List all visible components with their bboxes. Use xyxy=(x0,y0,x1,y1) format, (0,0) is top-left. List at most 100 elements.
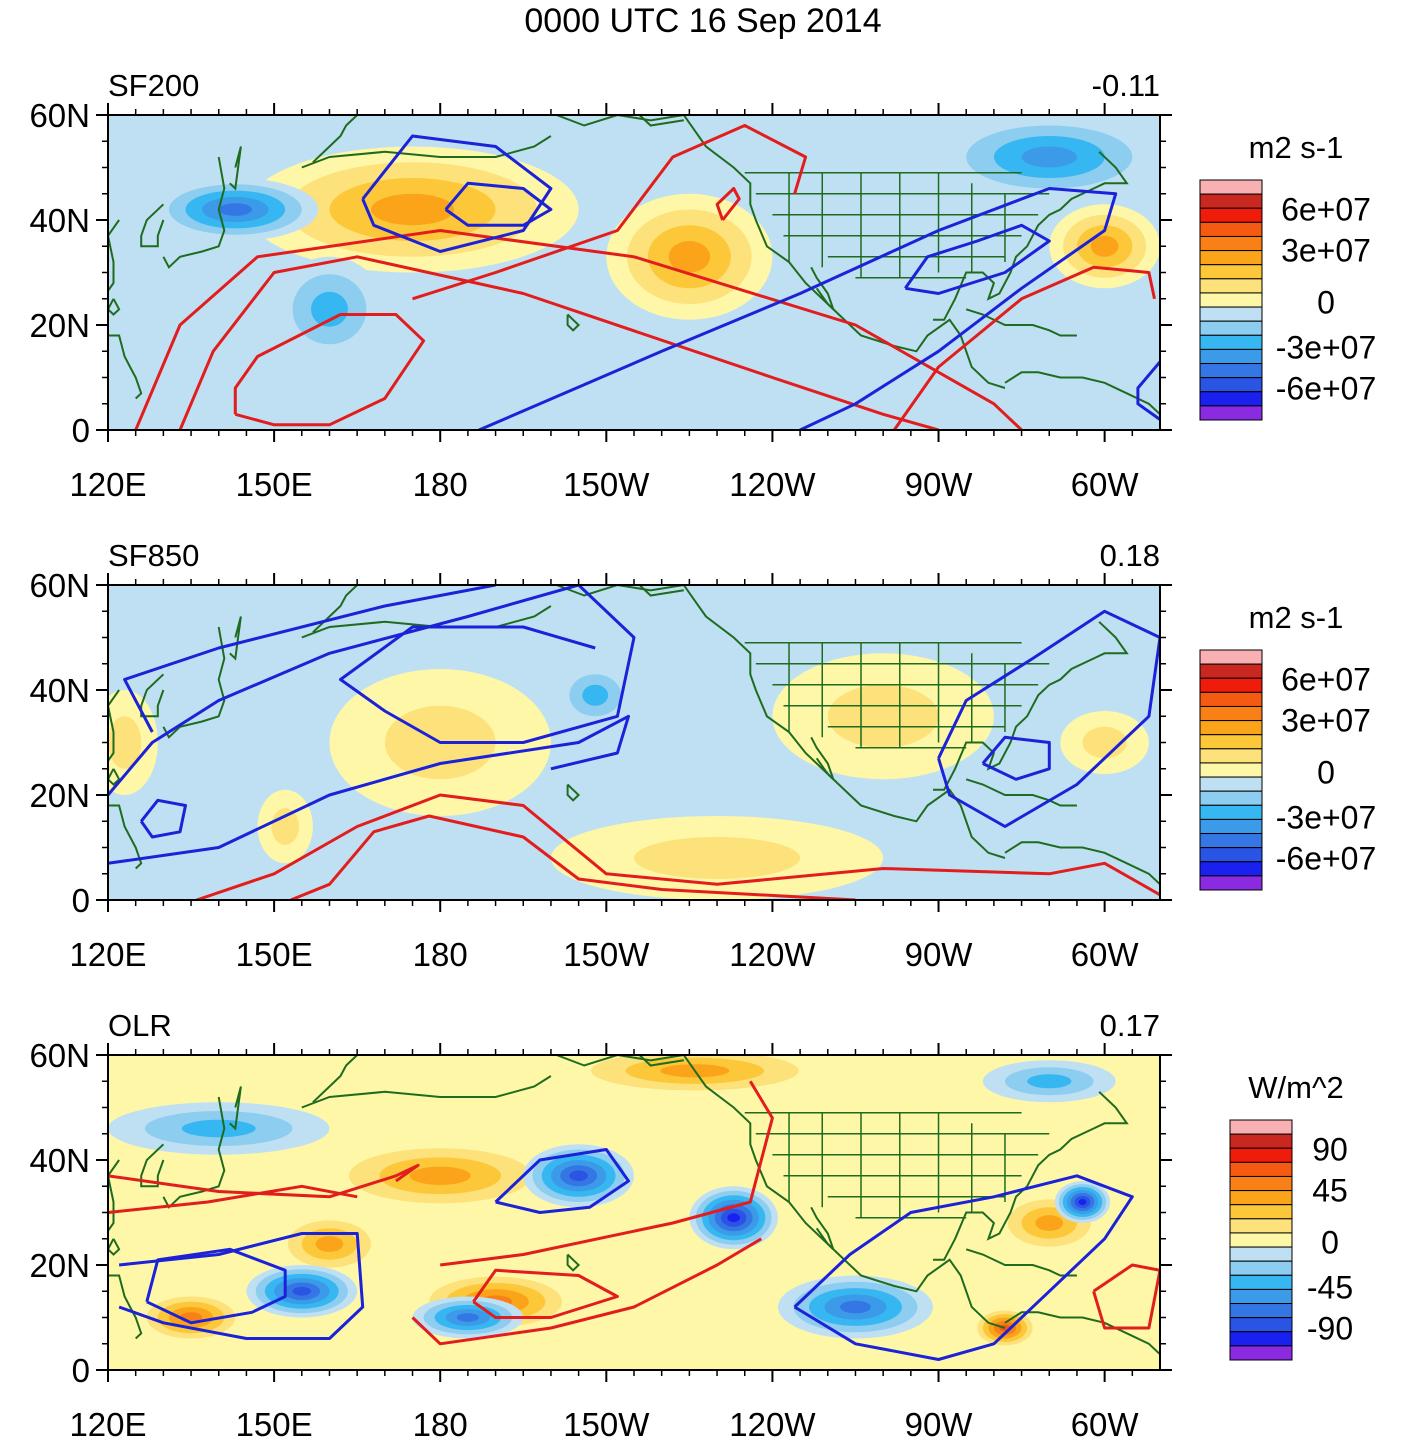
blue-contour xyxy=(904,223,1051,295)
colorbar-swatch xyxy=(1199,193,1263,209)
colorbar-swatch xyxy=(1229,1303,1293,1319)
plot-area xyxy=(108,585,1160,900)
blue-contour xyxy=(981,735,1051,781)
anomaly-blob xyxy=(315,1236,344,1252)
blue-contour xyxy=(139,798,187,839)
y-tick-label: 40N xyxy=(29,672,90,709)
colorbar-swatch xyxy=(1199,748,1263,764)
olr-chart: 120E 150E 180 150W 120W 90W 60W 60N 40N 20N 0 90 45 0… xyxy=(29,1037,1353,1440)
red-contour xyxy=(715,187,741,221)
x-tick-label: 150E xyxy=(236,1406,313,1440)
colorbar-tick-label: -3e+07 xyxy=(1276,800,1377,836)
olr-label: OLR xyxy=(108,1008,172,1043)
colorbar-swatch xyxy=(1199,677,1263,693)
x-tick-label: 60W xyxy=(1071,936,1140,970)
anomaly-blob xyxy=(371,193,455,226)
colorbar-swatch xyxy=(1199,334,1263,350)
colorbar-swatch xyxy=(1199,363,1263,379)
anomaly-blob xyxy=(1035,1215,1064,1231)
coastline xyxy=(810,266,835,311)
plot-area xyxy=(108,115,1160,430)
anomaly-blob xyxy=(668,241,711,273)
colorbar-swatch xyxy=(1199,391,1263,407)
red-contour xyxy=(1092,1263,1160,1330)
sf200-label: SF200 xyxy=(108,68,200,103)
red-contour xyxy=(108,1163,420,1199)
coastline xyxy=(965,1248,1077,1277)
colorbar-tick-label: 90 xyxy=(1312,1131,1348,1167)
y-tick-label: 40N xyxy=(29,202,90,239)
colorbar-swatch xyxy=(1199,776,1263,792)
x-tick-label: 120E xyxy=(69,466,146,500)
colorbar-swatch xyxy=(1229,1133,1293,1149)
blue-contour xyxy=(793,1174,1134,1361)
x-tick-label: 120W xyxy=(729,936,816,970)
anomaly-blob xyxy=(569,1170,588,1181)
blue-contour xyxy=(444,181,553,227)
anomaly-blob xyxy=(727,1213,740,1223)
colorbar-swatch xyxy=(1229,1119,1293,1135)
anomaly-blob xyxy=(839,1300,871,1314)
colorbar-swatch xyxy=(1229,1260,1293,1276)
coastline xyxy=(108,1274,143,1340)
blue-contour xyxy=(123,585,496,733)
blue-contour xyxy=(361,134,553,253)
colorbar-swatch xyxy=(1199,377,1263,393)
coastline xyxy=(140,203,165,248)
colorbar-swatch xyxy=(1229,1274,1293,1290)
x-tick-label: 150W xyxy=(563,466,650,500)
blue-contour xyxy=(494,1148,630,1214)
colorbar-swatch xyxy=(1199,179,1263,195)
colorbar-swatch xyxy=(1199,649,1263,665)
colorbar-swatch xyxy=(1199,292,1263,308)
blue-contour xyxy=(145,1247,287,1325)
sf850-label: SF850 xyxy=(108,538,200,573)
x-tick-label: 90W xyxy=(905,466,974,500)
x-tick-label: 120E xyxy=(69,936,146,970)
colorbar-tick-label: -45 xyxy=(1307,1270,1353,1306)
blue-contour xyxy=(1136,360,1160,421)
colorbar-swatch xyxy=(1199,762,1263,778)
colorbar-swatch xyxy=(1199,264,1263,280)
y-tick-label: 60N xyxy=(29,1037,90,1074)
panel-sf200: 120E 150E 180 150W 120W 90W 60W 60N 40N 20N 0 6e+07… xyxy=(0,0,1406,500)
colorbar-swatch xyxy=(1199,320,1263,336)
coastline xyxy=(162,156,226,269)
anomaly-blob xyxy=(271,808,300,845)
coastline xyxy=(810,1206,835,1251)
coastline xyxy=(229,1086,242,1131)
y-tick-label: 40N xyxy=(29,1142,90,1179)
colorbar-tick-label: -6e+07 xyxy=(1276,841,1377,877)
blue-contour xyxy=(937,609,1160,828)
x-tick-label: 180 xyxy=(413,936,468,970)
red-contour xyxy=(440,1080,774,1267)
olr-units: W/m^2 xyxy=(1248,1070,1344,1105)
coastline xyxy=(108,219,120,293)
anomaly-blob xyxy=(108,716,142,769)
coastline xyxy=(229,616,242,661)
colorbar-swatch xyxy=(1199,861,1263,877)
colorbar-swatch xyxy=(1229,1288,1293,1305)
y-tick-label: 20N xyxy=(29,307,90,344)
colorbar-swatch xyxy=(1229,1246,1293,1262)
colorbar-swatch xyxy=(1199,235,1263,252)
colorbar: 6e+07 3e+07 0 -3e+07 -6e+07 xyxy=(1199,179,1376,421)
coastline xyxy=(1004,841,1160,886)
x-tick-label: 150E xyxy=(236,936,313,970)
colorbar-tick-label: 45 xyxy=(1312,1172,1348,1208)
red-contour xyxy=(412,124,808,301)
colorbar-swatch xyxy=(1229,1317,1293,1333)
coastline xyxy=(108,768,121,786)
colorbar-swatch xyxy=(1199,405,1263,421)
colorbar-swatch xyxy=(1199,833,1263,849)
colorbar-tick-label: 6e+07 xyxy=(1281,191,1371,227)
anomaly-blob xyxy=(1090,235,1119,257)
y-tick-label: 60N xyxy=(29,567,90,604)
red-contour xyxy=(290,814,856,900)
coastline xyxy=(312,1055,358,1104)
colorbar-swatch xyxy=(1199,306,1263,322)
colorbar-swatch xyxy=(1229,1175,1293,1192)
colorbar-tick-label: 0 xyxy=(1317,285,1335,321)
red-contour xyxy=(134,229,1023,430)
anomaly-blob xyxy=(311,291,348,327)
